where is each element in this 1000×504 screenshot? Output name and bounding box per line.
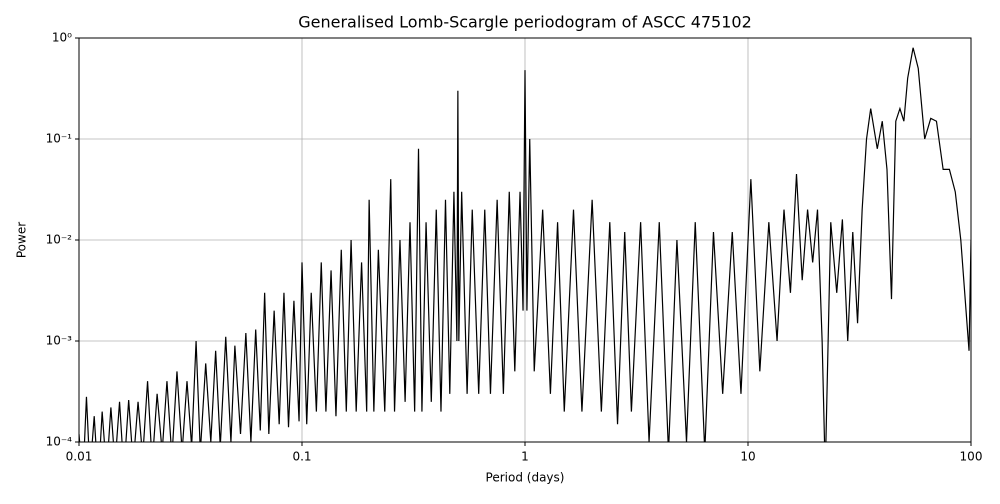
x-tick-label: 0.1 [292, 450, 311, 464]
data-line [79, 47, 971, 442]
x-tick-label: 0.01 [66, 450, 93, 464]
y-tick-label: 10⁻¹ [46, 132, 73, 146]
chart-title: Generalised Lomb-Scargle periodogram of … [298, 13, 752, 32]
y-tick-label: 10⁻² [46, 233, 73, 247]
x-axis-label: Period (days) [486, 471, 565, 485]
y-tick-label: 10⁰ [52, 31, 72, 45]
y-tick-label: 10⁻³ [46, 334, 73, 348]
y-tick-label: 10⁻⁴ [46, 435, 73, 449]
x-tick-label: 1 [521, 450, 529, 464]
x-tick-label: 100 [960, 450, 983, 464]
x-tick-label: 10 [740, 450, 755, 464]
y-axis-label: Power [15, 222, 29, 258]
